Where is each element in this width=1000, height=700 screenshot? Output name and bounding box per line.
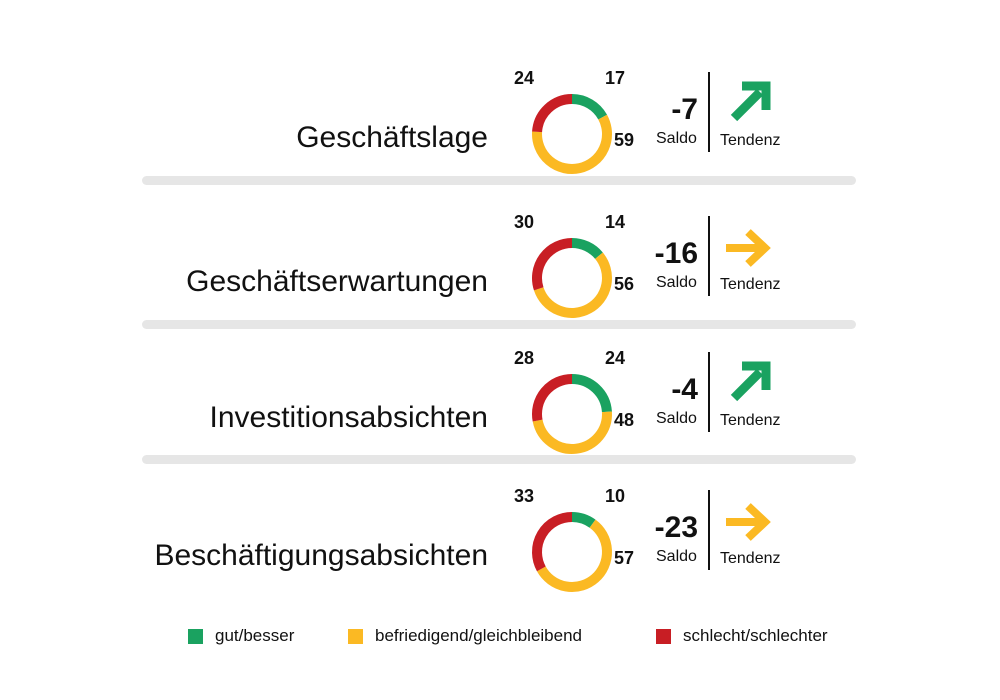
row-separator [142, 455, 856, 464]
donut-segment-bad [532, 512, 573, 572]
value-good: 14 [605, 212, 626, 232]
tendenz-label: Tendenz [720, 276, 781, 293]
donut-chart [532, 238, 612, 318]
indicator-row: Beschäftigungsabsichten 33 10 57 -23 Saldo Ten… [0, 486, 1000, 626]
value-good: 17 [605, 68, 626, 88]
saldo-label: Saldo [656, 130, 697, 147]
legend-item: schlecht/schlechter [656, 626, 828, 646]
saldo-label: Saldo [656, 410, 697, 427]
donut-segment-bad [532, 374, 573, 422]
trend-arrow-right-icon [726, 229, 771, 267]
indicator-row: Investitionsabsichten 28 24 48 -4 Saldo Tenden… [0, 348, 1000, 488]
divider-line [708, 72, 710, 152]
trend-arrow-up-icon [730, 361, 771, 402]
saldo-value: -7 [671, 93, 698, 126]
row-label: Beschäftigungsabsichten [154, 539, 488, 572]
donut-segment-good [571, 374, 612, 413]
trend-arrow-up-icon [730, 81, 771, 122]
donut-segment-good [571, 94, 608, 120]
row-label: Investitionsabsichten [209, 401, 489, 434]
legend-label: befriedigend/gleichbleibend [375, 626, 582, 645]
saldo-value: -23 [654, 511, 698, 544]
donut-chart [532, 512, 612, 592]
legend-label: schlecht/schlechter [683, 626, 828, 645]
saldo-label: Saldo [656, 548, 697, 565]
legend-swatch [188, 628, 203, 644]
row-separator [142, 320, 856, 329]
donut-segment-neutral [532, 114, 612, 174]
value-bad: 28 [514, 348, 535, 368]
donut-segment-bad [532, 238, 573, 291]
legend-item: gut/besser [188, 626, 294, 646]
donut-segment-good [571, 512, 596, 528]
value-neutral: 56 [614, 274, 635, 294]
value-neutral: 59 [614, 130, 635, 150]
legend-swatch [348, 628, 363, 644]
value-good: 10 [605, 486, 626, 506]
indicator-row: Geschäftserwartungen 30 14 56 -16 Saldo Tenden… [0, 212, 1000, 352]
legend: gut/besser befriedigend/gleichbleibend sch… [0, 626, 1000, 650]
donut-segment-neutral [532, 411, 612, 454]
tendenz-label: Tendenz [720, 550, 781, 567]
donut-chart [532, 94, 612, 174]
row-label: Geschäftslage [296, 121, 488, 154]
divider-line [708, 352, 710, 432]
donut-segment-bad [532, 94, 573, 133]
tendenz-label: Tendenz [720, 132, 781, 149]
row-label: Geschäftserwartungen [186, 265, 488, 298]
divider-line [708, 216, 710, 296]
legend-item: befriedigend/gleichbleibend [348, 626, 582, 646]
value-bad: 33 [514, 486, 535, 506]
donut-segment-neutral [536, 519, 612, 592]
value-bad: 30 [514, 212, 535, 232]
row-separator [142, 176, 856, 185]
saldo-label: Saldo [656, 274, 697, 291]
value-neutral: 48 [614, 410, 635, 430]
tendenz-label: Tendenz [720, 412, 781, 429]
saldo-value: -16 [654, 237, 698, 270]
donut-segment-neutral [533, 252, 612, 318]
divider-line [708, 490, 710, 570]
value-neutral: 57 [614, 548, 635, 568]
saldo-value: -4 [671, 373, 698, 406]
trend-arrow-right-icon [726, 503, 771, 541]
donut-segment-good [571, 238, 603, 260]
indicator-row: Geschäftslage 24 17 59 -7 Saldo Tendenz [0, 68, 1000, 208]
value-good: 24 [605, 348, 626, 368]
donut-chart [532, 374, 612, 454]
legend-label: gut/besser [215, 626, 295, 645]
legend-swatch [656, 628, 671, 644]
value-bad: 24 [514, 68, 535, 88]
